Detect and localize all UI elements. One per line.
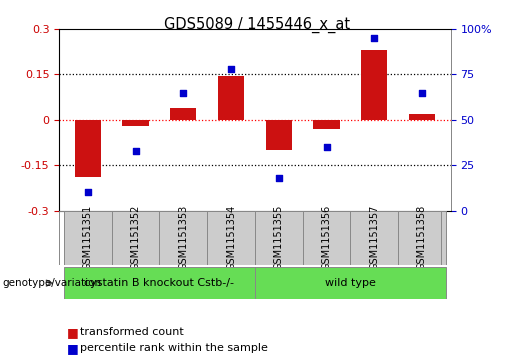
Text: wild type: wild type	[325, 278, 376, 288]
Point	[370, 35, 379, 41]
Text: ■: ■	[67, 326, 79, 339]
Text: percentile rank within the sample: percentile rank within the sample	[80, 343, 268, 354]
Point	[227, 66, 235, 72]
Text: GDS5089 / 1455446_x_at: GDS5089 / 1455446_x_at	[164, 16, 351, 33]
Text: transformed count: transformed count	[80, 327, 183, 337]
Bar	[160, 211, 207, 265]
Bar	[398, 211, 446, 265]
Bar	[112, 211, 160, 265]
Bar	[207, 211, 255, 265]
Bar	[123, 120, 149, 126]
Bar	[361, 50, 387, 120]
Text: GSM1151354: GSM1151354	[226, 205, 236, 270]
Bar	[75, 120, 101, 177]
Bar	[218, 76, 244, 120]
Point	[84, 189, 92, 195]
Text: cystatin B knockout Cstb-/-: cystatin B knockout Cstb-/-	[84, 278, 234, 288]
Bar	[409, 114, 435, 120]
Text: GSM1151353: GSM1151353	[178, 205, 188, 270]
Text: GSM1151357: GSM1151357	[369, 205, 379, 270]
Point	[322, 144, 331, 150]
Bar	[64, 267, 255, 299]
Point	[418, 90, 426, 95]
Text: GSM1151358: GSM1151358	[417, 205, 427, 270]
Bar	[255, 211, 303, 265]
Text: ■: ■	[67, 342, 79, 355]
Text: GSM1151355: GSM1151355	[274, 205, 284, 270]
Point	[179, 90, 187, 95]
Bar	[314, 120, 340, 129]
Bar	[170, 108, 196, 120]
Text: GSM1151351: GSM1151351	[83, 205, 93, 270]
Point	[131, 148, 140, 154]
Bar	[303, 211, 350, 265]
Text: GSM1151356: GSM1151356	[321, 205, 332, 270]
Point	[274, 175, 283, 181]
Bar	[64, 211, 112, 265]
Text: GSM1151352: GSM1151352	[131, 205, 141, 270]
Text: genotype/variation: genotype/variation	[3, 278, 101, 288]
Bar	[350, 211, 398, 265]
Bar	[266, 120, 292, 150]
Bar	[255, 267, 446, 299]
